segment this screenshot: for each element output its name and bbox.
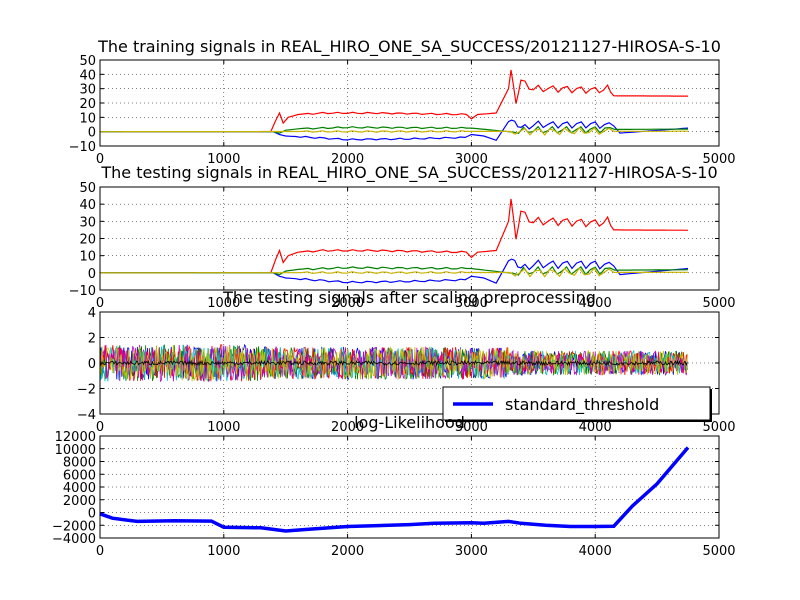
axes-frame (99, 59, 720, 147)
x-tick-label: 3000 (455, 544, 488, 559)
subplot-title: The testing signals after scaling prepro… (222, 288, 596, 307)
x-tick-labels-1: 0 1000 2000 3000 4000 5000 (96, 152, 736, 167)
y-tick-label: 0 (88, 267, 96, 282)
y-tick-label: −4000 (52, 532, 96, 547)
y-tick-label: 0 (88, 357, 96, 372)
x-tick-label: 3000 (455, 420, 488, 435)
series-group (99, 343, 688, 383)
x-tick-labels-3: 0 1000 2000 3000 4000 5000 (96, 420, 736, 435)
y-tick-label: 50 (79, 181, 96, 196)
y-tick-label: 10 (79, 250, 96, 265)
y-tick-label: −10 (69, 284, 96, 299)
series-line (100, 267, 688, 278)
series-group (100, 69, 689, 142)
y-tick-label: 30 (79, 215, 96, 230)
subplot-2: −10 0 10 20 30 40 50 (69, 181, 720, 299)
x-tick-labels-2: 0 1000 2000 3000 4000 5000 (96, 296, 736, 311)
series-group (100, 198, 689, 284)
x-tick-label: 2000 (331, 420, 364, 435)
x-tick-label: 1000 (207, 152, 240, 167)
subplot-title: The training signals in REAL_HIRO_ONE_SA… (97, 37, 721, 57)
series-line (99, 344, 688, 382)
y-tick-label: 40 (79, 198, 96, 213)
y-tick-label: 30 (79, 83, 96, 98)
series-group (99, 446, 690, 533)
y-tick-label: −10 (69, 140, 96, 155)
x-tick-label: 5000 (702, 152, 735, 167)
x-tick-label: 0 (96, 152, 104, 167)
y-tick-label: 20 (79, 97, 96, 112)
axes-frame (99, 186, 720, 291)
x-tick-label: 5000 (702, 296, 735, 311)
y-tick-label: 12000 (55, 430, 96, 445)
axes-frame (99, 435, 720, 539)
axes-frame (99, 311, 720, 415)
subplot-title: The testing signals in REAL_HIRO_ONE_SA_… (100, 163, 717, 183)
x-tick-label: 4000 (579, 152, 612, 167)
y-tick-label: 20 (79, 233, 96, 248)
y-tick-label: −2 (77, 383, 96, 398)
x-tick-label: 1000 (207, 296, 240, 311)
x-tick-labels-4: 0 1000 2000 3000 4000 5000 (96, 544, 736, 559)
x-tick-label: 2000 (331, 152, 364, 167)
y-tick-label: 8000 (63, 456, 96, 471)
x-tick-label: 4000 (579, 544, 612, 559)
x-tick-label: 0 (96, 420, 104, 435)
series-line (99, 446, 690, 533)
x-tick-label: 4000 (579, 296, 612, 311)
x-tick-label: 5000 (702, 420, 735, 435)
y-tick-label: 2000 (63, 494, 96, 509)
y-tick-label: −4 (77, 408, 96, 423)
x-tick-label: 1000 (207, 420, 240, 435)
x-tick-label: 4000 (579, 420, 612, 435)
legend: standard_threshold (442, 386, 712, 422)
y-tick-label: 4000 (63, 481, 96, 496)
y-tick-label: 10000 (55, 443, 96, 458)
y-tick-label: 6000 (63, 468, 96, 483)
y-tick-label: 10 (79, 111, 96, 126)
x-tick-label: 0 (96, 544, 104, 559)
legend-label: standard_threshold (505, 395, 659, 415)
y-tick-label: 0 (88, 507, 96, 522)
series-line (99, 359, 688, 367)
x-tick-label: 3000 (455, 152, 488, 167)
y-tick-label: −2000 (52, 519, 96, 534)
subplot-title: log-Likelihood (354, 413, 465, 432)
y-tick-label: 0 (88, 126, 96, 141)
y-tick-label: 2 (88, 332, 96, 347)
y-tick-label: 4 (88, 306, 96, 321)
x-tick-label: 0 (96, 296, 104, 311)
y-tick-label: 40 (79, 68, 96, 83)
x-tick-label: 2000 (331, 544, 364, 559)
x-tick-label: 2000 (331, 296, 364, 311)
x-tick-label: 5000 (702, 544, 735, 559)
y-tick-label: 50 (79, 54, 96, 69)
series-line (100, 126, 688, 136)
x-tick-label: 1000 (207, 544, 240, 559)
x-tick-label: 3000 (455, 296, 488, 311)
